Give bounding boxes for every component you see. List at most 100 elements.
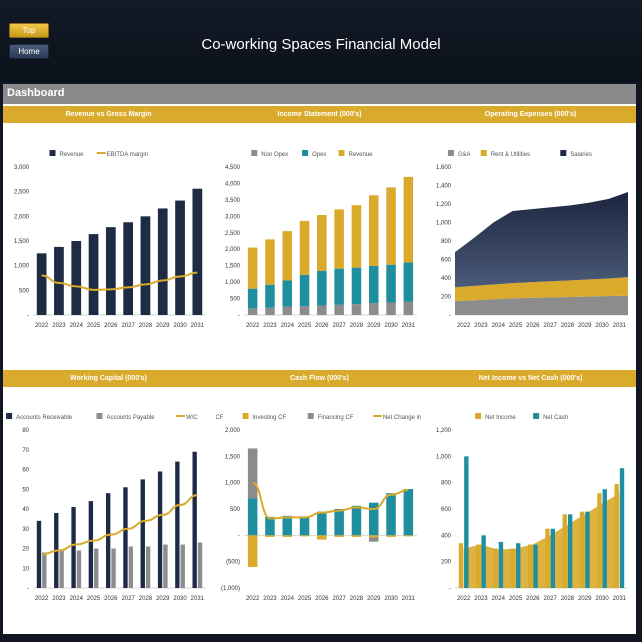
y-tick-label: 600 bbox=[441, 258, 452, 264]
x-tick-label: 2031 bbox=[613, 596, 627, 602]
bar-net-income bbox=[562, 514, 567, 588]
y-tick-label: 3,500 bbox=[225, 198, 241, 204]
legend-swatch-accounts-receivable bbox=[6, 413, 13, 419]
y-tick-label: 40 bbox=[22, 507, 29, 513]
x-tick-label: 2025 bbox=[509, 323, 523, 329]
legend-label-operating-cf: Operating CF bbox=[216, 415, 224, 421]
x-tick-label: 2029 bbox=[367, 323, 381, 329]
x-tick-label: 2022 bbox=[246, 323, 260, 329]
bar-accounts-payable bbox=[59, 550, 64, 588]
bar-non-opex bbox=[299, 306, 310, 315]
x-tick-label: 2026 bbox=[526, 323, 540, 329]
x-tick-label: 2022 bbox=[35, 596, 49, 602]
bar-accounts-payable bbox=[163, 544, 168, 588]
x-tick-label: 2023 bbox=[52, 323, 66, 329]
home-button[interactable]: Home bbox=[9, 44, 49, 59]
bar-accounts-payable bbox=[145, 546, 151, 588]
x-tick-label: 2031 bbox=[191, 596, 205, 602]
y-tick-label: - bbox=[238, 313, 240, 319]
bar-opex bbox=[265, 284, 275, 308]
x-tick-label: 2025 bbox=[298, 323, 312, 329]
legend-swatch-rent-utilities bbox=[480, 150, 487, 156]
bar-investing-cf bbox=[403, 535, 414, 537]
x-tick-label: 2024 bbox=[281, 323, 295, 329]
y-tick-label: 800 bbox=[441, 481, 452, 487]
y-tick-label: 1,000 bbox=[225, 280, 241, 286]
bar-operating-cf bbox=[247, 498, 258, 536]
x-tick-label: 2027 bbox=[543, 596, 557, 602]
bar-net-income bbox=[527, 544, 533, 588]
bar-revenue bbox=[351, 205, 362, 268]
y-tick-label: 1,500 bbox=[225, 454, 241, 460]
bar-operating-cf bbox=[299, 516, 310, 536]
y-tick-label: 80 bbox=[22, 428, 29, 434]
bar-accounts-payable bbox=[197, 542, 203, 588]
x-tick-label: 2029 bbox=[156, 596, 170, 602]
bar-opex bbox=[368, 265, 379, 304]
bar-non-opex bbox=[334, 304, 344, 315]
panel-title-revenue: Revenue vs Gross Margin bbox=[65, 111, 152, 118]
x-tick-label: 2023 bbox=[474, 323, 488, 329]
x-tick-label: 2030 bbox=[173, 596, 187, 602]
x-tick-label: 2026 bbox=[315, 323, 329, 329]
legend-swatch-g-a bbox=[447, 150, 454, 156]
legend-swatch-salaries bbox=[560, 150, 567, 156]
y-tick-label: 1,500 bbox=[14, 239, 30, 245]
bar-operating-cf bbox=[403, 488, 414, 536]
bar-net-cash bbox=[550, 528, 556, 588]
bar-investing-cf bbox=[282, 535, 293, 537]
bar-accounts-payable bbox=[76, 550, 82, 588]
top-button[interactable]: Top bbox=[9, 23, 49, 38]
x-tick-label: 2028 bbox=[561, 596, 575, 602]
bar-financing-cf bbox=[247, 448, 258, 499]
bar-accounts-payable bbox=[111, 548, 116, 588]
bar-operating-cf bbox=[368, 502, 379, 536]
y-tick-label: (1,000) bbox=[221, 586, 240, 592]
bar-operating-cf bbox=[265, 516, 275, 536]
legend-label-g-a: G&A bbox=[458, 152, 471, 158]
x-tick-label: 2031 bbox=[613, 323, 627, 329]
x-tick-label: 2029 bbox=[578, 323, 592, 329]
y-tick-label: 1,200 bbox=[436, 202, 452, 208]
chart-revenue-gross-margin: Revenue EBITDA margin 3,000 2,500 2,000 1,500… bbox=[14, 150, 206, 329]
bar-accounts-payable bbox=[94, 548, 99, 588]
legend-label-revenue: Revenue bbox=[60, 152, 85, 158]
line-w-c bbox=[41, 494, 198, 556]
y-tick-label: 70 bbox=[22, 448, 29, 454]
legend-label-accounts-receivable: Accounts Receivable bbox=[16, 415, 73, 421]
x-tick-label: 2022 bbox=[457, 323, 471, 329]
chart-cash-flow: Operating CF Investing CF Financing CF Net … bbox=[216, 413, 421, 602]
bar-net-cash bbox=[567, 514, 573, 588]
bar-revenue bbox=[334, 209, 344, 269]
bar-revenue bbox=[157, 208, 168, 315]
bar-net-income bbox=[597, 493, 602, 588]
y-tick-label: 3,000 bbox=[225, 214, 241, 220]
bar-opex bbox=[282, 280, 293, 307]
x-tick-label: 2028 bbox=[139, 596, 153, 602]
x-tick-label: 2024 bbox=[281, 596, 295, 602]
y-tick-label: (500) bbox=[226, 560, 240, 566]
panel-title-cash-flow: Cash Flow (000's) bbox=[290, 375, 349, 382]
bar-opex bbox=[247, 288, 258, 309]
bar-net-cash bbox=[481, 535, 486, 588]
x-tick-label: 2030 bbox=[384, 323, 398, 329]
bar-net-income bbox=[614, 483, 619, 588]
y-tick-label: 60 bbox=[22, 468, 29, 474]
x-tick-label: 2027 bbox=[121, 596, 135, 602]
y-tick-label: 4,500 bbox=[225, 165, 241, 171]
y-tick-label: 2,500 bbox=[14, 190, 30, 196]
x-tick-label: 2025 bbox=[298, 596, 312, 602]
x-tick-label: 2028 bbox=[561, 323, 575, 329]
bar-accounts-receivable bbox=[88, 501, 94, 588]
x-tick-label: 2024 bbox=[70, 323, 84, 329]
bar-accounts-receivable bbox=[175, 461, 180, 588]
bar-opex bbox=[403, 262, 414, 302]
chart-operating-expenses: G&A Rent & Utilities Salaries 1,600 1,400 1,2… bbox=[436, 150, 628, 329]
bar-net-cash bbox=[619, 468, 625, 588]
panel-title-working-capital: Working Capital (000's) bbox=[70, 375, 147, 382]
bar-investing-cf bbox=[386, 535, 396, 537]
legend-swatch-accounts-payable bbox=[96, 413, 103, 419]
x-tick-label: 2022 bbox=[35, 323, 49, 329]
y-tick-label: 50 bbox=[22, 487, 29, 493]
bar-operating-cf bbox=[282, 515, 293, 536]
